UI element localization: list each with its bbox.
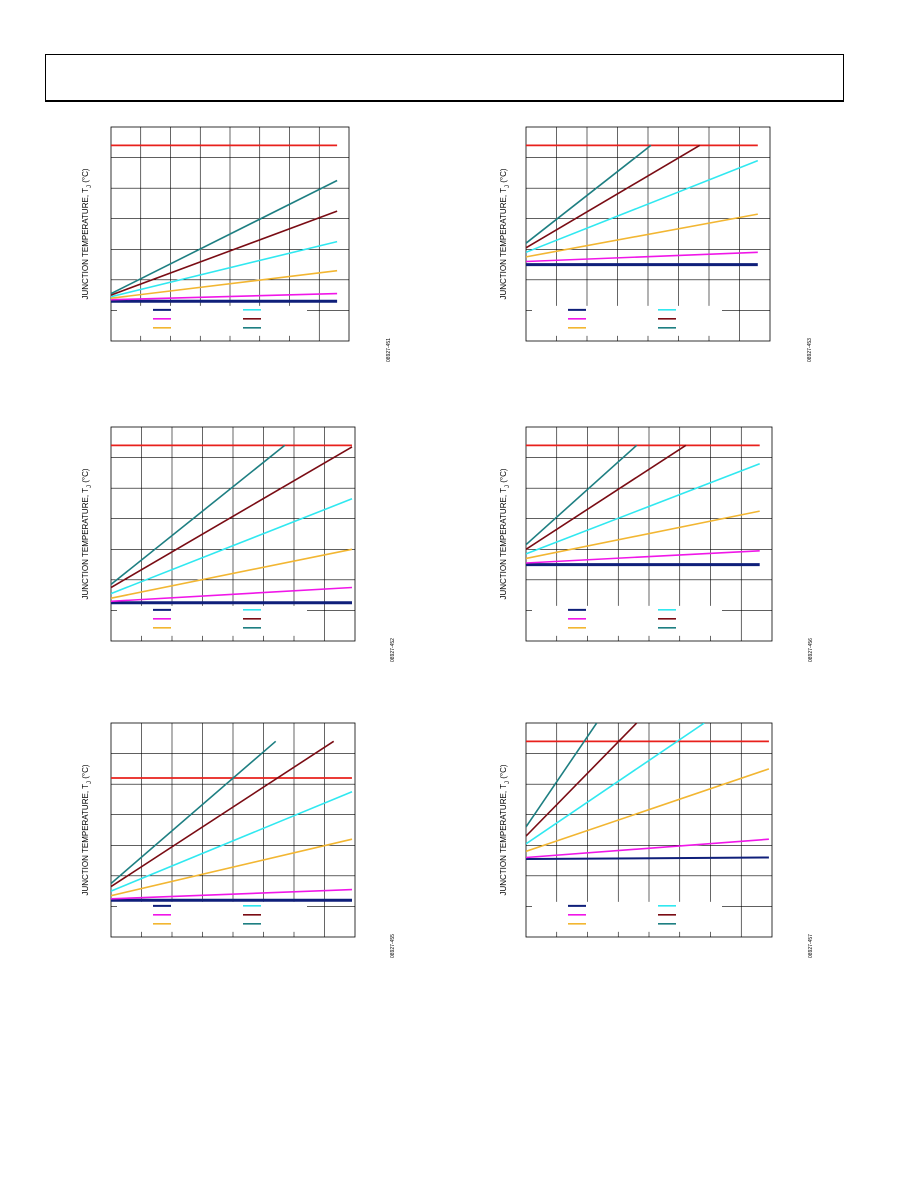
chart-svg: JUNCTION TEMPERATURE, TJ (°C) 08927-456: [499, 426, 814, 662]
y-axis-label: JUNCTION TEMPERATURE, TJ (°C): [81, 764, 93, 895]
chart-svg: JUNCTION TEMPERATURE, TJ (°C) 08927-452: [81, 426, 396, 662]
series-line-maroon: [111, 210, 338, 296]
series-line-orange: [526, 768, 770, 853]
series-line-navy: [526, 856, 769, 860]
legend-box: [532, 605, 722, 636]
figure-id: 08927-451: [386, 338, 392, 362]
y-axis-label: JUNCTION TEMPERATURE, TJ (°C): [499, 764, 511, 895]
legend-box: [117, 605, 307, 636]
y-axis-label: JUNCTION TEMPERATURE, TJ (°C): [499, 168, 511, 299]
series-line-teal: [111, 444, 286, 586]
series-line-teal: [526, 144, 652, 244]
series-line-cyan: [111, 791, 353, 892]
series-line-teal: [526, 444, 638, 546]
chart-fig-451: JUNCTION TEMPERATURE, TJ (°C) 08927-451: [78, 118, 408, 378]
series-line-cyan: [526, 723, 705, 845]
series-line-magenta: [111, 586, 353, 603]
series-line-teal: [111, 740, 277, 885]
series-line-magenta: [526, 838, 769, 859]
series-line-cyan: [526, 159, 759, 254]
figure-id: 08927-457: [808, 934, 814, 958]
series-line-orange: [111, 548, 353, 599]
chart-fig-456: JUNCTION TEMPERATURE, TJ (°C) 08927-456: [496, 418, 826, 678]
chart-svg: JUNCTION TEMPERATURE, TJ (°C) 08927-453: [499, 126, 813, 362]
figure-id: 08927-455: [390, 934, 396, 958]
series-line-magenta: [111, 292, 338, 301]
series-line-cyan: [111, 498, 353, 595]
chart-fig-457: JUNCTION TEMPERATURE, TJ (°C) 08927-457: [496, 714, 826, 974]
series-line-magenta: [111, 888, 353, 900]
series-line-magenta: [526, 251, 758, 263]
series-line-cyan: [111, 240, 338, 298]
y-axis-label: JUNCTION TEMPERATURE, TJ (°C): [81, 468, 93, 599]
series-line-teal: [111, 179, 338, 295]
chart-svg: JUNCTION TEMPERATURE, TJ (°C) 08927-455: [81, 722, 396, 958]
series-line-cyan: [526, 462, 760, 555]
series-line-orange: [111, 838, 353, 897]
chart-svg: JUNCTION TEMPERATURE, TJ (°C) 08927-451: [81, 126, 392, 362]
series-line-maroon: [111, 740, 335, 888]
legend-box: [117, 901, 307, 932]
y-axis-label: JUNCTION TEMPERATURE, TJ (°C): [81, 168, 93, 299]
page-header-box: [45, 54, 844, 102]
legend-box: [117, 305, 307, 336]
series-line-magenta: [526, 550, 760, 564]
series-line-teal: [526, 723, 598, 828]
y-axis-label: JUNCTION TEMPERATURE, TJ (°C): [499, 468, 511, 599]
chart-fig-453: JUNCTION TEMPERATURE, TJ (°C) 08927-453: [496, 118, 826, 378]
series-line-orange: [111, 269, 338, 299]
figure-id: 08927-456: [808, 638, 814, 662]
series-line-orange: [526, 213, 758, 258]
series-line-maroon: [526, 144, 701, 249]
legend-box: [532, 305, 722, 336]
figure-id: 08927-453: [807, 338, 813, 362]
chart-svg: JUNCTION TEMPERATURE, TJ (°C) 08927-457: [499, 722, 814, 958]
chart-fig-452: JUNCTION TEMPERATURE, TJ (°C) 08927-452: [78, 418, 408, 678]
chart-fig-455: JUNCTION TEMPERATURE, TJ (°C) 08927-455: [78, 714, 408, 974]
series-line-maroon: [111, 446, 353, 589]
series-line-maroon: [526, 723, 638, 837]
series-line-maroon: [526, 444, 687, 550]
figure-id: 08927-452: [390, 638, 396, 662]
series-line-orange: [526, 510, 760, 560]
legend-box: [532, 901, 722, 932]
